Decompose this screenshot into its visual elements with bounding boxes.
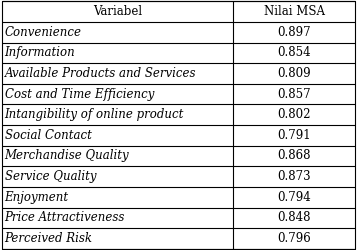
Text: Price Attractiveness: Price Attractiveness <box>5 211 125 224</box>
Text: 0.802: 0.802 <box>277 108 311 121</box>
Text: Service Quality: Service Quality <box>5 170 96 183</box>
Text: Intangibility of online product: Intangibility of online product <box>5 108 184 121</box>
Text: 0.873: 0.873 <box>277 170 311 183</box>
Text: Convenience: Convenience <box>5 26 82 39</box>
Text: Available Products and Services: Available Products and Services <box>5 67 196 80</box>
Text: Nilai MSA: Nilai MSA <box>264 5 325 18</box>
Text: Merchandise Quality: Merchandise Quality <box>5 150 129 162</box>
Text: 0.848: 0.848 <box>277 211 311 224</box>
Text: 0.868: 0.868 <box>277 150 311 162</box>
Text: 0.809: 0.809 <box>277 67 311 80</box>
Text: Enjoyment: Enjoyment <box>5 191 69 204</box>
Text: Information: Information <box>5 46 75 59</box>
Text: 0.794: 0.794 <box>277 191 311 204</box>
Text: Social Contact: Social Contact <box>5 129 91 142</box>
Text: 0.796: 0.796 <box>277 232 311 245</box>
Text: 0.854: 0.854 <box>277 46 311 59</box>
Text: 0.897: 0.897 <box>277 26 311 39</box>
Text: Perceived Risk: Perceived Risk <box>5 232 92 245</box>
Text: Variabel: Variabel <box>93 5 142 18</box>
Text: 0.857: 0.857 <box>277 88 311 101</box>
Text: 0.791: 0.791 <box>277 129 311 142</box>
Text: Cost and Time Efficiency: Cost and Time Efficiency <box>5 88 154 101</box>
